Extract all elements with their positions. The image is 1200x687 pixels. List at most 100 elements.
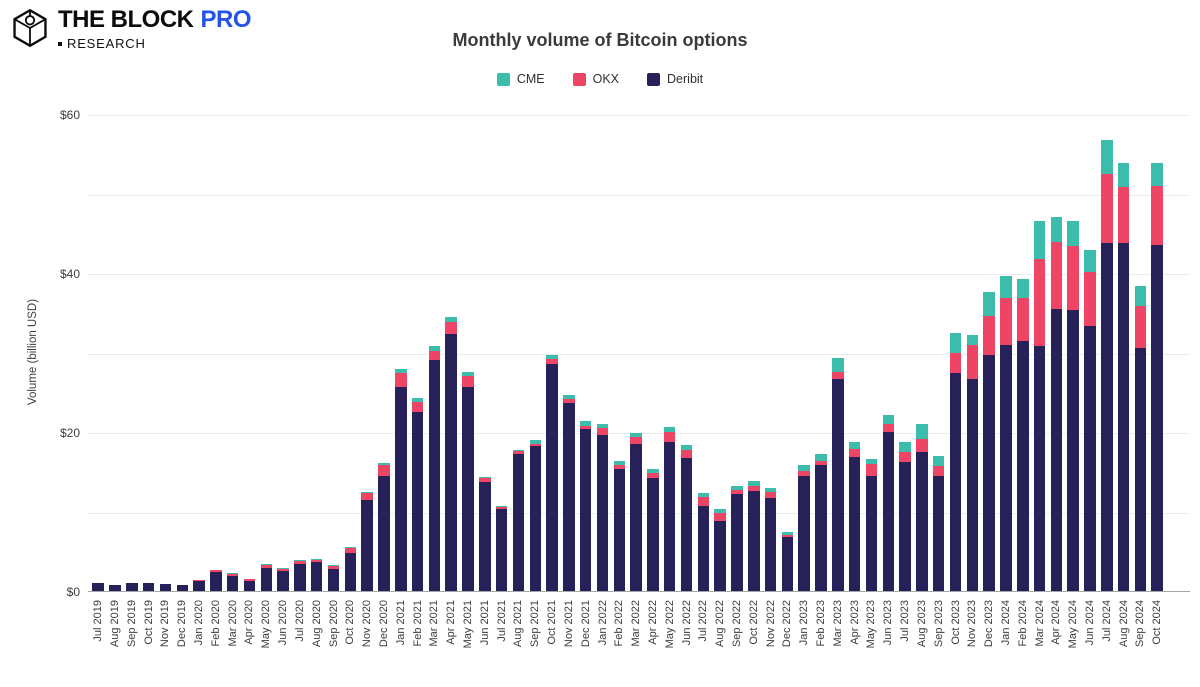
segment-cme bbox=[310, 558, 323, 560]
segment-cme bbox=[798, 465, 810, 471]
segment-deribit bbox=[865, 475, 878, 591]
segment-cme bbox=[579, 421, 592, 427]
x-tick-label: Aug 2020 bbox=[310, 600, 323, 648]
x-tick-label: May 2022 bbox=[663, 600, 676, 649]
x-tick-label: Jun 2021 bbox=[478, 600, 491, 646]
segment-deribit bbox=[949, 373, 962, 591]
segment-cme bbox=[949, 333, 962, 353]
segment-deribit bbox=[663, 441, 676, 591]
segment-deribit bbox=[563, 403, 575, 591]
y-tick-label: $0 bbox=[66, 585, 80, 599]
segment-deribit bbox=[916, 451, 928, 591]
segment-deribit bbox=[832, 378, 844, 591]
brand-pro-label: PRO bbox=[200, 6, 252, 33]
x-tick-label: Aug 2019 bbox=[109, 600, 121, 648]
segment-deribit bbox=[1033, 346, 1046, 591]
segment-okx bbox=[916, 439, 928, 452]
segment-cme bbox=[546, 355, 558, 360]
segment-deribit bbox=[243, 580, 256, 591]
bar-dec-2023 bbox=[983, 292, 995, 591]
segment-deribit bbox=[260, 567, 273, 591]
the-block-logo: THE BLOCK PRO RESEARCH bbox=[10, 6, 252, 50]
bar-nov-2023 bbox=[966, 334, 979, 591]
segment-okx bbox=[932, 465, 945, 476]
segment-cme bbox=[1067, 221, 1079, 246]
segment-okx bbox=[479, 478, 491, 483]
segment-cme bbox=[764, 488, 777, 493]
segment-cme bbox=[411, 398, 424, 403]
legend-label-cme: CME bbox=[516, 72, 545, 86]
segment-deribit bbox=[109, 585, 121, 591]
bar-nov-2022 bbox=[764, 488, 777, 591]
segment-cme bbox=[1117, 163, 1130, 188]
bar-mar-2020 bbox=[226, 573, 239, 591]
segment-okx bbox=[764, 492, 777, 499]
bar-jan-2023 bbox=[798, 465, 810, 591]
segment-okx bbox=[647, 472, 659, 479]
segment-okx bbox=[1000, 297, 1012, 346]
segment-okx bbox=[445, 321, 457, 335]
x-tick-label: Dec 2022 bbox=[781, 600, 794, 648]
bar-mar-2021 bbox=[428, 346, 441, 591]
segment-deribit bbox=[142, 583, 155, 591]
segment-cme bbox=[680, 444, 693, 450]
bar-dec-2022 bbox=[781, 531, 794, 591]
segment-cme bbox=[714, 509, 726, 514]
segment-deribit bbox=[714, 521, 726, 591]
segment-cme bbox=[815, 454, 827, 461]
segment-cme bbox=[512, 449, 525, 452]
x-tick-label: Dec 2019 bbox=[176, 600, 189, 648]
segment-cme bbox=[865, 459, 878, 465]
x-tick-label: May 2024 bbox=[1067, 600, 1080, 649]
segment-okx bbox=[630, 437, 642, 444]
x-tick-label: Feb 2024 bbox=[1016, 600, 1029, 647]
segment-cme bbox=[1050, 216, 1063, 243]
segment-okx bbox=[731, 490, 743, 495]
segment-cme bbox=[832, 358, 844, 372]
bar-oct-2022 bbox=[748, 481, 760, 591]
segment-deribit bbox=[210, 571, 222, 591]
gridline bbox=[88, 194, 1190, 196]
bar-nov-2019 bbox=[159, 583, 172, 591]
x-tick-label: Sep 2024 bbox=[1134, 600, 1147, 648]
y-tick-label: $60 bbox=[59, 108, 80, 122]
bar-may-2020 bbox=[260, 564, 273, 591]
x-tick-label: Jun 2023 bbox=[882, 600, 895, 646]
bar-jun-2024 bbox=[1084, 249, 1096, 591]
x-tick-label: Dec 2021 bbox=[579, 600, 592, 648]
segment-okx bbox=[966, 344, 979, 379]
segment-deribit bbox=[529, 445, 541, 591]
segment-okx bbox=[310, 559, 323, 563]
segment-okx bbox=[1067, 245, 1079, 310]
segment-okx bbox=[344, 548, 357, 553]
x-tick-label: Jul 2019 bbox=[92, 600, 105, 642]
x-tick-label: May 2020 bbox=[260, 600, 273, 649]
bar-jul-2021 bbox=[495, 505, 508, 591]
bar-jul-2024 bbox=[1101, 140, 1113, 591]
segment-cme bbox=[445, 316, 457, 322]
segment-deribit bbox=[159, 583, 172, 591]
x-tick-label: Feb 2022 bbox=[613, 600, 626, 647]
segment-deribit bbox=[596, 435, 609, 591]
segment-deribit bbox=[579, 428, 592, 591]
x-tick-label: Sep 2023 bbox=[932, 600, 945, 648]
segment-deribit bbox=[748, 490, 760, 591]
segment-deribit bbox=[798, 475, 810, 591]
x-tick-label: Mar 2021 bbox=[428, 600, 441, 647]
segment-deribit bbox=[327, 568, 340, 591]
x-tick-label: Nov 2021 bbox=[562, 600, 575, 648]
segment-deribit bbox=[1117, 242, 1130, 591]
segment-deribit bbox=[495, 509, 508, 591]
bar-may-2024 bbox=[1067, 221, 1079, 591]
bar-dec-2021 bbox=[579, 421, 592, 591]
bar-jul-2019 bbox=[92, 583, 104, 591]
segment-deribit bbox=[781, 537, 794, 591]
bar-mar-2024 bbox=[1033, 221, 1046, 591]
bar-jul-2020 bbox=[294, 560, 306, 591]
segment-okx bbox=[748, 486, 760, 491]
x-tick-label: May 2021 bbox=[462, 600, 475, 649]
bar-oct-2024 bbox=[1151, 162, 1163, 591]
x-tick-label: Aug 2021 bbox=[512, 600, 525, 648]
bar-sep-2024 bbox=[1134, 285, 1147, 591]
segment-okx bbox=[1084, 272, 1096, 327]
